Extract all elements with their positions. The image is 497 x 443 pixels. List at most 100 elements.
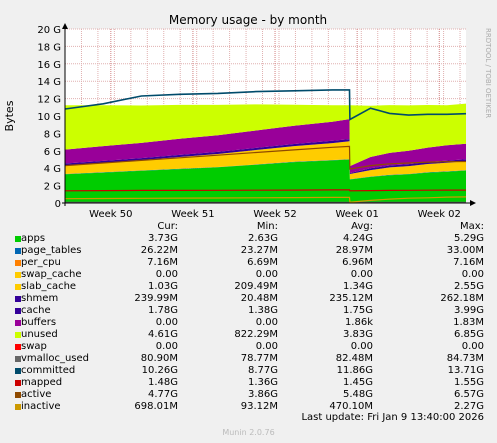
- max-value: 3.99G: [453, 305, 484, 316]
- avg-value: 11.86G: [336, 365, 373, 376]
- rrdtool-watermark: RRDTOOL / TOBI OETIKER: [484, 28, 492, 118]
- x-axis-arrow: [470, 200, 476, 206]
- min-value: 0.00: [255, 341, 278, 352]
- y-tick-label: 20 G: [37, 25, 61, 36]
- legend-swatch: [15, 380, 21, 386]
- min-value: 93.12M: [240, 401, 278, 412]
- legend-row: shmem 239.99M 20.48M 235.12M 262.18M: [0, 293, 497, 305]
- legend-swatch: [15, 296, 21, 302]
- legend-row: swap_cache 0.00 0.00 0.00 0.00: [0, 269, 497, 281]
- max-value: 2.55G: [453, 281, 484, 292]
- legend-swatch: [15, 392, 21, 398]
- avg-value: 0.00: [350, 341, 373, 352]
- cur-value: 3.73G: [147, 233, 178, 244]
- series-name: page_tables: [21, 245, 82, 256]
- avg-value: 28.97M: [335, 245, 373, 256]
- cur-value: 80.90M: [140, 353, 178, 364]
- legend-swatch: [15, 404, 21, 410]
- y-tick-label: 0: [55, 199, 61, 210]
- cur-value: 1.03G: [147, 281, 178, 292]
- header-min: Min:: [256, 221, 278, 232]
- min-value: 1.36G: [247, 377, 278, 388]
- x-tick-label: Week 51: [171, 209, 214, 220]
- max-value: 0.00: [461, 269, 484, 280]
- y-tick-label: 14 G: [37, 77, 61, 88]
- area-cache: [65, 119, 466, 174]
- avg-value: 470.10M: [329, 401, 373, 412]
- y-tick-label: 16 G: [37, 60, 61, 71]
- cur-value: 0.00: [155, 317, 178, 328]
- y-axis-arrow: [62, 23, 68, 29]
- avg-value: 3.83G: [342, 329, 373, 340]
- cur-value: 7.16M: [147, 257, 178, 268]
- header-cur: Cur:: [157, 221, 178, 232]
- x-tick-label: Week 52: [253, 209, 296, 220]
- series-name: committed: [21, 365, 76, 376]
- line-active: [64, 145, 467, 170]
- stacked-areas: [65, 103, 466, 203]
- y-tick-label: 4 G: [44, 164, 61, 175]
- series-name: unused: [21, 329, 58, 340]
- avg-value: 1.45G: [342, 377, 373, 388]
- legend-row: cache 1.78G 1.38G 1.75G 3.99G: [0, 305, 497, 317]
- cur-value: 4.77G: [147, 389, 178, 400]
- header-max: Max:: [459, 221, 484, 232]
- legend-swatch: [15, 260, 21, 266]
- legend-header: Cur: Min: Avg: Max:: [0, 221, 497, 233]
- avg-value: 5.48G: [342, 389, 373, 400]
- series-name: active: [21, 389, 52, 400]
- chart-title: Memory usage - by month: [169, 13, 327, 27]
- avg-value: 82.48M: [335, 353, 373, 364]
- cur-value: 1.48G: [147, 377, 178, 388]
- y-tick-label: 18 G: [37, 42, 61, 53]
- cur-value: 4.61G: [147, 329, 178, 340]
- legend: Cur: Min: Avg: Max: apps 3.73G 2.63G 4.24G 5…: [0, 221, 497, 413]
- legend-row: per_cpu 7.16M 6.69M 6.96M 7.16M: [0, 257, 497, 269]
- series-name: swap_cache: [21, 269, 82, 280]
- y-axis-label: Bytes: [3, 100, 16, 131]
- series-name: slab_cache: [21, 281, 77, 292]
- cur-value: 1.78G: [147, 305, 178, 316]
- area-unused: [65, 103, 466, 167]
- area-apps: [65, 159, 466, 203]
- legend-swatch: [15, 332, 21, 338]
- y-tick-label: 12 G: [37, 95, 61, 106]
- avg-value: 1.86k: [344, 317, 373, 328]
- min-value: 3.86G: [247, 389, 278, 400]
- legend-row: vmalloc_used 80.90M 78.77M 82.48M 84.73M: [0, 353, 497, 365]
- max-value: 7.16M: [453, 257, 484, 268]
- max-value: 1.55G: [453, 377, 484, 388]
- min-value: 6.69M: [247, 257, 278, 268]
- max-value: 2.27G: [453, 401, 484, 412]
- legend-row: mapped 1.48G 1.36G 1.45G 1.55G: [0, 377, 497, 389]
- y-tick-labels: 0 2 G 4 G 6 G 8 G 10 G 12 G 14 G 16 G 18 G 20 G: [37, 25, 61, 210]
- line-inactive: [64, 196, 467, 203]
- legend-swatch: [15, 320, 21, 326]
- cur-value: 26.22M: [140, 245, 178, 256]
- line-mapped: [64, 189, 466, 192]
- legend-swatch: [15, 236, 21, 242]
- avg-value: 4.24G: [342, 233, 373, 244]
- max-value: 6.57G: [453, 389, 484, 400]
- y-tick-label: 10 G: [37, 112, 61, 123]
- x-tick-label: Week 01: [336, 209, 379, 220]
- legend-row: buffers 0.00 0.00 1.86k 1.83M: [0, 317, 497, 329]
- line-committed: [64, 89, 467, 121]
- y-tick-label: 6 G: [44, 147, 61, 158]
- y-tick-label: 2 G: [44, 182, 61, 193]
- series-name: inactive: [21, 401, 61, 412]
- legend-swatch: [15, 284, 21, 290]
- legend-row: active 4.77G 3.86G 5.48G 6.57G: [0, 389, 497, 401]
- series-name: buffers: [21, 317, 57, 328]
- max-value: 1.83M: [453, 317, 484, 328]
- max-value: 6.85G: [453, 329, 484, 340]
- munin-version: Munin 2.0.76: [222, 428, 275, 437]
- min-value: 209.49M: [234, 281, 278, 292]
- avg-value: 6.96M: [342, 257, 373, 268]
- legend-row: page_tables 26.22M 23.27M 28.97M 33.00M: [0, 245, 497, 257]
- legend-row: unused 4.61G 822.29M 3.83G 6.85G: [0, 329, 497, 341]
- max-value: 262.18M: [440, 293, 484, 304]
- legend-swatch: [15, 368, 21, 374]
- legend-row: apps 3.73G 2.63G 4.24G 5.29G: [0, 233, 497, 245]
- min-value: 23.27M: [240, 245, 278, 256]
